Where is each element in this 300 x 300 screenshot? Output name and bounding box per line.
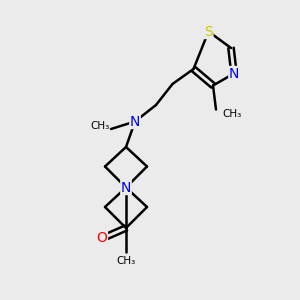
Text: CH₃: CH₃ bbox=[90, 121, 110, 131]
Text: S: S bbox=[204, 25, 213, 38]
Text: O: O bbox=[97, 232, 107, 245]
Text: CH₃: CH₃ bbox=[223, 109, 242, 119]
Text: N: N bbox=[121, 181, 131, 194]
Text: CH₃: CH₃ bbox=[116, 256, 136, 266]
Text: N: N bbox=[130, 115, 140, 128]
Text: N: N bbox=[229, 67, 239, 80]
